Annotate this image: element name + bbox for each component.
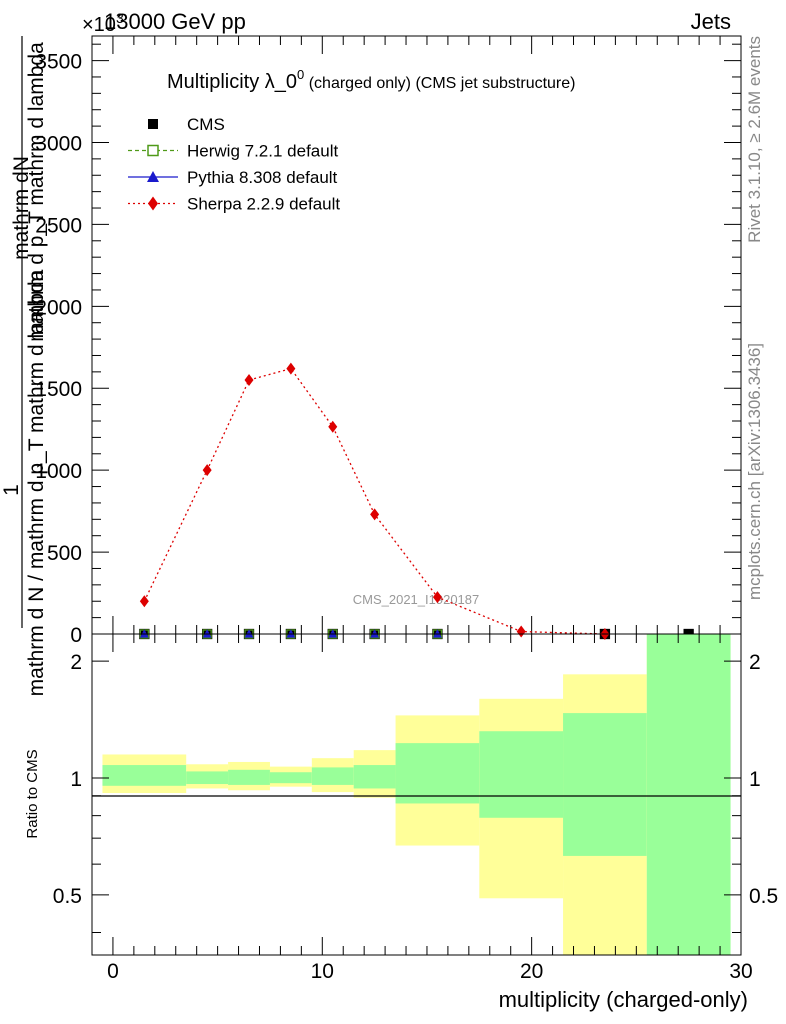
- svg-text:mathrm d N / mathrm d p_T math: mathrm d N / mathrm d p_T mathrm d lambd…: [25, 269, 48, 696]
- legend-label: Pythia 8.308 default: [187, 168, 338, 187]
- ratio-y-tick-label: 1: [70, 768, 82, 791]
- ratio-y-tick-label: 0.5: [53, 885, 82, 908]
- sherpa-line: [143, 367, 605, 635]
- legend-marker: [148, 196, 158, 211]
- pythia-point: [139, 629, 149, 638]
- ratio-panel: 0.5 0.5 1 1 2 2 0 10 20 30: [53, 633, 778, 983]
- y-tick-label: 500: [47, 542, 82, 565]
- sherpa-point: [244, 374, 254, 387]
- watermark: CMS_2021_I1920187: [353, 592, 480, 607]
- main-y-ticks: 0 500 1000 1500 2000 2500 3000 3500: [35, 43, 741, 647]
- ratio-x-ticks: 0 10 20 30: [91, 634, 753, 983]
- y-tick-label: 3500: [35, 51, 82, 74]
- y-tick-label: 1500: [35, 378, 82, 401]
- ratio-bands: [102, 634, 731, 955]
- sherpa-point: [328, 420, 338, 433]
- rivet-label: Rivet 3.1.10, ≥ 2.6M events: [745, 36, 764, 243]
- legend-item: Pythia 8.308 default: [128, 168, 338, 187]
- y-tick-label: 2000: [35, 296, 82, 319]
- pythia-point: [286, 629, 296, 638]
- legend-marker: [147, 171, 159, 182]
- header-energy: 13000 GeV pp: [104, 9, 246, 34]
- y-tick-label: 3000: [35, 132, 82, 155]
- legend-item: Herwig 7.2.1 default: [128, 142, 338, 161]
- sherpa-point: [516, 625, 526, 638]
- ratio-y-tick-label-right: 1: [749, 768, 761, 791]
- legend-item: CMS: [148, 115, 225, 134]
- x-tick-label: 0: [107, 960, 119, 983]
- ratio-band-stat: [563, 713, 647, 856]
- ratio-band-stat: [479, 731, 564, 818]
- x-tick-label: 30: [729, 960, 752, 983]
- y-tick-label: 1000: [35, 460, 82, 483]
- x-tick-label: 10: [311, 960, 334, 983]
- sherpa-point: [432, 591, 442, 604]
- ratio-band-stat: [228, 769, 270, 785]
- ratio-band-stat: [269, 772, 312, 784]
- y-tick-label: 0: [70, 624, 82, 647]
- y-tick-label: 2500: [35, 214, 82, 237]
- plot-title: Multiplicity λ_00 (charged only) (CMS je…: [167, 67, 575, 93]
- svg-text:1: 1: [0, 484, 23, 496]
- x-axis-title: multiplicity (charged-only): [499, 987, 748, 1012]
- sherpa-point: [370, 508, 380, 521]
- sherpa-point: [202, 464, 212, 477]
- ratio-band-stat: [646, 634, 731, 955]
- main-y-axis-title: mathrm dN mathrm d p_T mathrm d lambda 1…: [0, 36, 48, 696]
- ratio-frame: [91, 633, 742, 956]
- ratio-y-ticks: 0.5 0.5 1 1 2 2: [53, 651, 778, 933]
- ratio-band-stat: [311, 767, 354, 785]
- ratio-band-stat: [395, 743, 480, 804]
- main-panel: 0 500 1000 1500 2000 2500 3000 3500 CMS_2021_I1…: [35, 35, 742, 647]
- main-x-ticks: [91, 36, 742, 634]
- pythia-point: [328, 629, 338, 638]
- ratio-band-stat: [102, 765, 187, 786]
- pythia-point: [202, 629, 212, 638]
- legend: CMS Herwig 7.2.1 default Pythia 8.308 defa…: [128, 115, 340, 214]
- pythia-point: [244, 629, 254, 638]
- legend-label: Sherpa 2.2.9 default: [187, 195, 340, 214]
- ratio-y-tick-label-right: 2: [749, 651, 761, 674]
- pythia-point: [433, 629, 442, 638]
- header-process: Jets: [691, 9, 731, 34]
- ratio-band-stat: [353, 765, 396, 789]
- legend-label: CMS: [187, 115, 225, 134]
- pythia-point: [370, 629, 380, 638]
- ratio-y-tick-label-right: 0.5: [749, 885, 778, 908]
- x-tick-label: 20: [520, 960, 543, 983]
- mcplots-label: mcplots.cern.ch [arXiv:1306.3436]: [745, 343, 764, 600]
- ratio-y-tick-label: 2: [70, 651, 82, 674]
- legend-marker: [148, 119, 158, 129]
- sherpa-point: [286, 362, 296, 375]
- ratio-y-axis-title: Ratio to CMS: [24, 749, 41, 838]
- legend-marker: [147, 144, 159, 157]
- y-exponent: ×103: [82, 10, 124, 36]
- legend-item: Sherpa 2.2.9 default: [128, 195, 340, 214]
- svg-text:mathrm d p_T mathrm d lambda: mathrm d p_T mathrm d lambda: [25, 42, 48, 342]
- ratio-band-stat: [186, 771, 229, 785]
- sherpa-point: [139, 595, 149, 608]
- legend-label: Herwig 7.2.1 default: [187, 142, 338, 161]
